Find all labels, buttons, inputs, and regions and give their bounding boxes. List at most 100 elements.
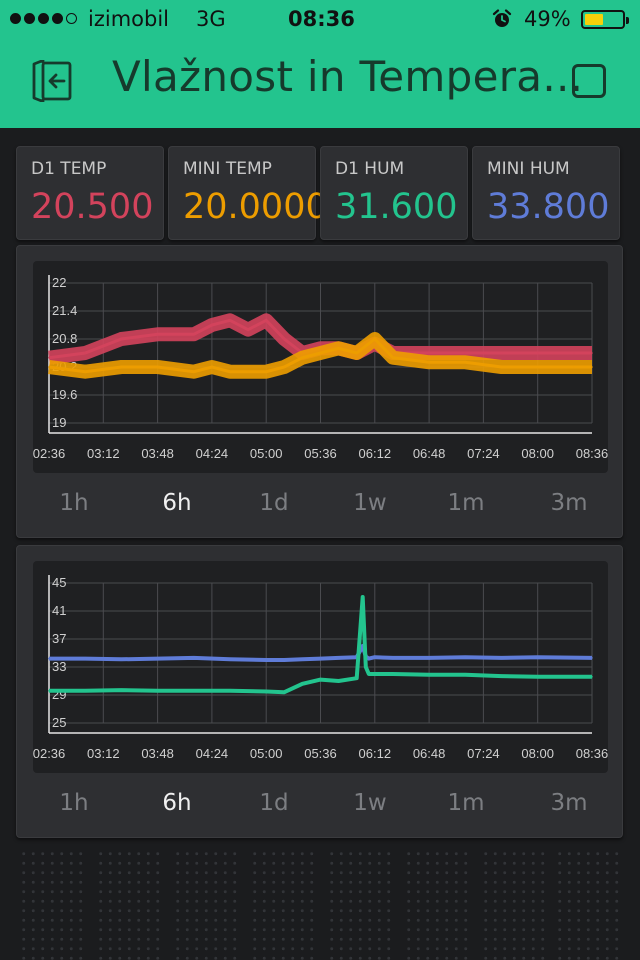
x-tick-label: 03:12 bbox=[87, 746, 120, 761]
period-3m[interactable]: 3m bbox=[550, 790, 588, 816]
period-selector: 1h 6h 1d 1w 1m 3m bbox=[17, 478, 624, 528]
data-point bbox=[283, 366, 286, 368]
data-point bbox=[428, 361, 430, 364]
data-point bbox=[500, 657, 503, 659]
y-tick-label: 33 bbox=[52, 659, 66, 674]
data-point bbox=[319, 352, 322, 354]
y-tick-label: 21.4 bbox=[52, 303, 77, 318]
data-point bbox=[319, 678, 322, 681]
x-tick-label: 03:48 bbox=[141, 746, 174, 761]
data-point bbox=[156, 690, 159, 692]
series-line bbox=[49, 595, 592, 695]
battery-tip bbox=[626, 17, 629, 24]
x-tick-label: 02:36 bbox=[33, 746, 65, 761]
period-1h[interactable]: 1h bbox=[59, 490, 89, 516]
data-point bbox=[301, 658, 304, 661]
data-point bbox=[573, 352, 575, 354]
data-point bbox=[48, 657, 50, 660]
data-point bbox=[156, 333, 159, 336]
page-title: Vlažnost in Tempera... bbox=[112, 52, 584, 101]
tile-label: D1 TEMP bbox=[31, 159, 107, 179]
value-tile-d1-hum[interactable]: D1 HUM 31.600 bbox=[320, 146, 468, 240]
period-1w[interactable]: 1w bbox=[353, 490, 387, 516]
data-point bbox=[193, 370, 195, 373]
value-tile-d1-temp[interactable]: D1 TEMP 20.500 bbox=[16, 146, 164, 240]
data-point bbox=[48, 356, 50, 359]
y-tick-label: 19.6 bbox=[52, 387, 77, 402]
data-point bbox=[536, 352, 539, 354]
empty-grid-cell bbox=[247, 846, 319, 960]
data-point bbox=[229, 658, 231, 661]
data-point bbox=[500, 352, 503, 354]
clock: 08:36 bbox=[288, 7, 355, 31]
period-1d[interactable]: 1d bbox=[259, 790, 289, 816]
period-1d[interactable]: 1d bbox=[259, 490, 289, 516]
data-point bbox=[591, 657, 593, 659]
data-point bbox=[193, 333, 195, 336]
x-tick-label: 04:24 bbox=[196, 746, 229, 761]
data-point bbox=[374, 338, 376, 340]
data-point bbox=[283, 338, 286, 340]
humidity-chart-panel: 02:36 03:12 03:48 04:24 05:00 05:36 06:12 06:48… bbox=[16, 545, 623, 838]
header-bar: izimobil 3G 08:36 49% Vlažnost in Temper… bbox=[0, 0, 640, 128]
data-point bbox=[229, 690, 231, 692]
square-icon[interactable] bbox=[572, 64, 606, 98]
value-tile-mini-temp[interactable]: MINI TEMP 20.0000 bbox=[168, 146, 328, 240]
data-point bbox=[464, 673, 467, 676]
value-tile-mini-hum[interactable]: MINI HUM 33.800 bbox=[472, 146, 620, 240]
data-point bbox=[84, 352, 86, 354]
x-tick-label: 07:24 bbox=[467, 446, 500, 461]
signal-dot bbox=[24, 13, 35, 24]
period-6h[interactable]: 6h bbox=[162, 790, 192, 816]
x-tick-label: 06:12 bbox=[359, 446, 392, 461]
alarm-clock-icon bbox=[492, 9, 512, 27]
data-point bbox=[392, 657, 394, 659]
tile-value: 20.500 bbox=[31, 187, 154, 227]
y-tick-label: 19 bbox=[52, 415, 66, 430]
period-6h[interactable]: 6h bbox=[162, 490, 192, 516]
data-point bbox=[500, 366, 503, 368]
tile-label: MINI HUM bbox=[487, 159, 570, 179]
data-point bbox=[283, 659, 286, 661]
x-tick-label: 05:36 bbox=[304, 446, 337, 461]
period-1w[interactable]: 1w bbox=[353, 790, 387, 816]
x-tick-label: 02:36 bbox=[33, 446, 65, 461]
y-tick-label: 25 bbox=[52, 715, 66, 730]
data-point bbox=[156, 366, 159, 368]
temperature-chart-svg: 02:36 03:12 03:48 04:24 05:00 05:36 06:12 06:48… bbox=[33, 275, 608, 461]
data-point bbox=[500, 675, 503, 677]
tile-value: 20.0000 bbox=[183, 187, 328, 227]
empty-grid-cell bbox=[324, 846, 396, 960]
humidity-chart-svg: 02:36 03:12 03:48 04:24 05:00 05:36 06:12 06:48… bbox=[33, 575, 608, 761]
data-point bbox=[265, 370, 267, 373]
data-point bbox=[84, 370, 86, 373]
data-point bbox=[193, 657, 195, 659]
period-1m[interactable]: 1m bbox=[447, 790, 485, 816]
status-bar: izimobil 3G 08:36 49% bbox=[0, 0, 640, 40]
data-point bbox=[84, 657, 86, 660]
data-point bbox=[392, 673, 394, 675]
y-tick-label: 22 bbox=[52, 275, 66, 290]
data-point bbox=[591, 676, 593, 678]
temperature-chart[interactable]: 02:36 03:12 03:48 04:24 05:00 05:36 06:12 06:48… bbox=[33, 261, 608, 473]
data-point bbox=[229, 319, 231, 322]
data-point bbox=[428, 673, 430, 676]
x-tick-label: 08:36 bbox=[576, 446, 608, 461]
signal-dot bbox=[38, 13, 49, 24]
empty-grid-cell bbox=[552, 846, 624, 960]
data-point bbox=[283, 691, 286, 693]
period-1m[interactable]: 1m bbox=[447, 490, 485, 516]
humidity-chart[interactable]: 02:36 03:12 03:48 04:24 05:00 05:36 06:12 06:48… bbox=[33, 561, 608, 773]
period-1h[interactable]: 1h bbox=[59, 790, 89, 816]
period-3m[interactable]: 3m bbox=[550, 490, 588, 516]
data-point bbox=[84, 690, 86, 692]
y-tick-label: 45 bbox=[52, 575, 66, 590]
exit-project-icon[interactable] bbox=[30, 60, 80, 102]
data-point bbox=[120, 689, 123, 691]
x-tick-label: 07:24 bbox=[467, 746, 500, 761]
data-point bbox=[301, 683, 304, 685]
data-point bbox=[120, 658, 123, 661]
data-point bbox=[120, 338, 123, 340]
data-point bbox=[211, 366, 213, 368]
y-tick-label: 37 bbox=[52, 631, 66, 646]
